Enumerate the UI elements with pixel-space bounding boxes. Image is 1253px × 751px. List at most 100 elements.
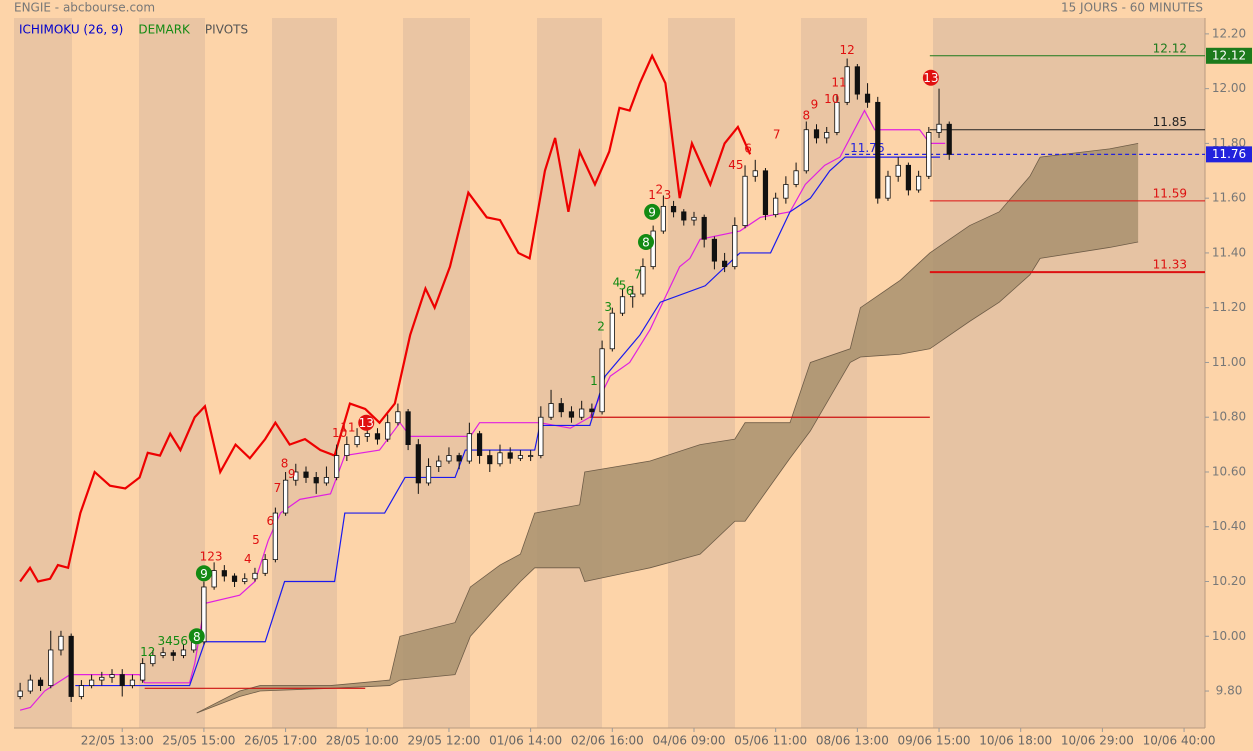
y-tick-label: 10.80 — [1212, 410, 1246, 424]
candle-body — [487, 455, 493, 465]
candle-body — [783, 184, 789, 199]
candle-body — [813, 129, 820, 139]
count-label: 4 — [244, 552, 252, 566]
count-badge — [922, 69, 939, 86]
count-label: 11 — [831, 76, 846, 90]
candle-body — [650, 230, 656, 268]
count-label: 9 — [648, 205, 656, 219]
candle-body — [752, 170, 758, 177]
x-tick-label: 28/05 10:00 — [326, 734, 399, 748]
x-tick-label: 04/06 09:00 — [652, 734, 725, 748]
count-label: 34 — [157, 634, 172, 648]
chart-title: ENGIE - abcbourse.com — [14, 1, 155, 15]
y-tick-label: 10.40 — [1212, 519, 1246, 533]
x-tick-label: 22/05 13:00 — [81, 734, 154, 748]
candle-body — [282, 479, 289, 514]
candle-body — [701, 216, 707, 240]
candle-body — [691, 216, 697, 221]
candle-body — [538, 416, 544, 456]
candle-body — [589, 408, 595, 413]
day-stripe — [14, 18, 72, 728]
chart-subtitle: 15 JOURS - 60 MINUTES — [1061, 1, 1203, 15]
candle-body — [323, 477, 330, 484]
count-label: 13 — [359, 416, 374, 430]
x-tick-label: 02/06 16:00 — [571, 734, 644, 748]
x-tick-label: 09/06 15:00 — [898, 734, 971, 748]
count-label: 3 — [664, 188, 672, 202]
count-label: 6 — [626, 284, 634, 298]
candle-body — [129, 679, 136, 686]
candle-body — [722, 260, 728, 268]
x-tick-label: 08/06 13:00 — [816, 734, 889, 748]
y-tick-label: 12.20 — [1212, 26, 1246, 40]
indicator-line — [19, 53, 752, 583]
candle-body — [395, 411, 401, 424]
count-label: 5 — [619, 278, 627, 292]
x-tick-label: 10/06 18:00 — [979, 734, 1052, 748]
candle-body — [99, 676, 105, 681]
count-label: 11 — [340, 421, 355, 435]
candle-body — [548, 403, 554, 418]
candle-body — [895, 164, 901, 177]
price-badge — [1206, 146, 1252, 163]
candle-body — [599, 348, 605, 413]
candle-body — [854, 66, 860, 95]
count-label: 9 — [200, 567, 208, 581]
candle-body — [619, 296, 626, 314]
y-tick-label: 9.80 — [1216, 684, 1243, 698]
candle-body — [140, 663, 146, 681]
candle-body — [834, 101, 840, 133]
candle-body — [262, 559, 268, 574]
price-badge — [1206, 47, 1252, 64]
cloud-edge — [196, 241, 1139, 714]
candle-body — [180, 649, 187, 656]
candle-body — [916, 175, 922, 191]
candle-body — [374, 433, 381, 440]
x-tick-label: 05/06 11:00 — [734, 734, 807, 748]
candle-body — [272, 512, 278, 561]
candle-body — [885, 175, 891, 199]
candle-body — [88, 679, 95, 686]
candle-body — [436, 460, 442, 467]
count-label: 8 — [193, 630, 201, 644]
candle-body — [78, 685, 84, 697]
candle-body — [109, 674, 115, 678]
candle-body — [793, 170, 799, 185]
count-label: 5 — [252, 533, 260, 547]
day-stripe — [139, 18, 205, 728]
candle-body — [507, 452, 513, 459]
candle-body — [609, 312, 615, 350]
count-label: 10 — [824, 92, 839, 106]
candle-body — [293, 471, 299, 481]
candle-body — [385, 422, 391, 440]
candle-body — [446, 455, 452, 462]
count-label: 13 — [923, 71, 938, 85]
candle-body — [773, 197, 779, 215]
y-tick-label: 11.20 — [1212, 300, 1246, 314]
candle-body — [905, 164, 911, 191]
candle-body — [517, 455, 524, 459]
candle-body — [681, 211, 687, 221]
x-tick-label: 26/05 17:00 — [244, 734, 317, 748]
candle-body — [252, 572, 258, 580]
y-tick-label: 11.60 — [1212, 191, 1246, 205]
count-label: 6 — [266, 514, 274, 528]
candle-body — [803, 129, 809, 172]
y-tick-label: 11.40 — [1212, 245, 1246, 259]
y-tick-label: 10.00 — [1212, 629, 1246, 643]
cloud-fill — [196, 143, 1139, 713]
count-label: 45 — [728, 158, 743, 172]
count-label: 9 — [811, 98, 819, 112]
candle-body — [334, 455, 340, 478]
count-label: 56 — [173, 634, 188, 648]
candle-body — [48, 649, 54, 686]
day-stripe — [537, 18, 602, 728]
legend-entry: ICHIMOKU (26, 9) — [19, 23, 123, 37]
count-label: 12 — [140, 645, 155, 659]
candle-body — [711, 238, 718, 262]
count-label: 2 — [655, 182, 663, 196]
candle-body — [456, 455, 462, 462]
x-tick-label: 29/05 12:00 — [407, 734, 480, 748]
count-label: 10 — [332, 426, 347, 440]
